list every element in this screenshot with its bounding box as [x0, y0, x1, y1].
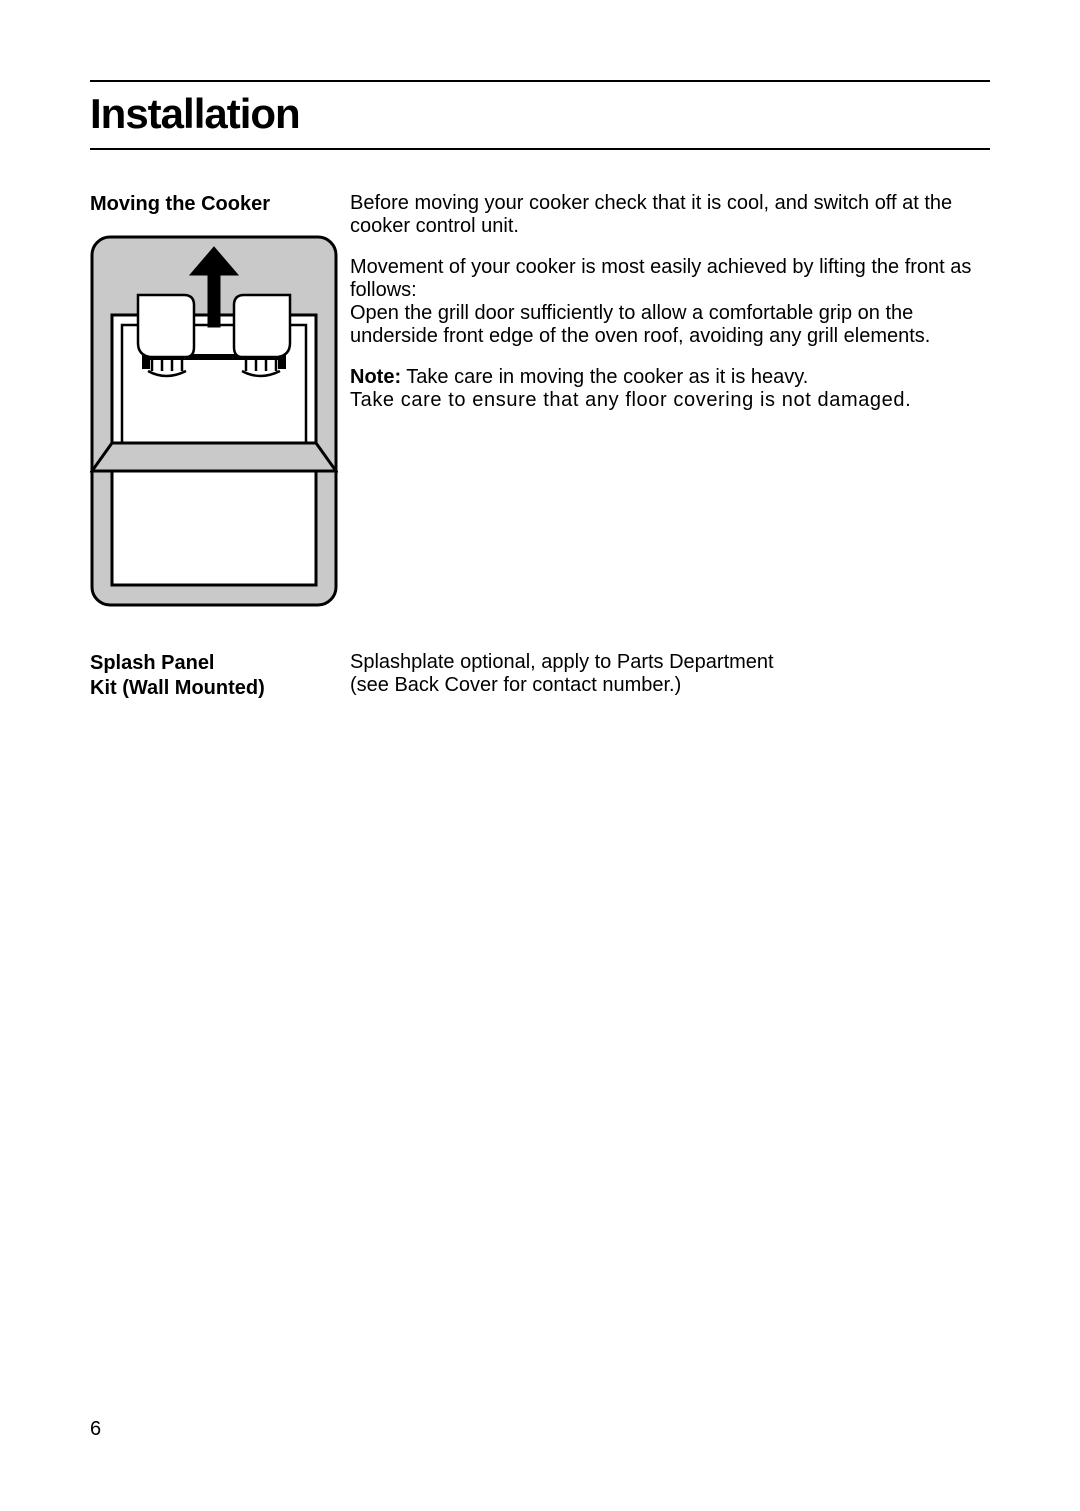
moving-p2a: Movement of your cooker is most easily a…: [350, 256, 971, 301]
splash-right-col: Splashplate optional, apply to Parts Dep…: [350, 651, 990, 697]
splash-heading-l2: Kit (Wall Mounted): [90, 677, 265, 699]
note-label: Note:: [350, 366, 401, 388]
splash-left-col: Splash Panel Kit (Wall Mounted): [90, 651, 350, 701]
splash-heading-l1: Splash Panel: [90, 652, 215, 674]
page: Installation Moving the Cooker: [0, 0, 1080, 1511]
splash-p2: (see Back Cover for contact number.): [350, 674, 990, 697]
moving-p2: Movement of your cooker is most easily a…: [350, 256, 990, 348]
section-splash: Splash Panel Kit (Wall Mounted) Splashpl…: [90, 651, 990, 701]
page-title: Installation: [90, 90, 990, 138]
moving-p3: Take care to ensure that any floor cover…: [350, 389, 911, 411]
cooker-diagram: [90, 235, 330, 607]
splash-p1: Splashplate optional, apply to Parts Dep…: [350, 651, 990, 674]
splash-heading: Splash Panel Kit (Wall Mounted): [90, 651, 330, 701]
section-moving: Moving the Cooker: [90, 192, 990, 607]
moving-left-col: Moving the Cooker: [90, 192, 350, 607]
page-number: 6: [90, 1418, 101, 1441]
moving-note: Note: Take care in moving the cooker as …: [350, 366, 990, 412]
moving-p2b: Open the grill door sufficiently to allo…: [350, 302, 930, 347]
note-text: Take care in moving the cooker as it is …: [401, 366, 808, 388]
rule-top: [90, 80, 990, 82]
moving-heading: Moving the Cooker: [90, 192, 330, 217]
cooker-diagram-svg: [90, 235, 338, 607]
moving-p1: Before moving your cooker check that it …: [350, 192, 990, 238]
rule-bottom: [90, 148, 990, 150]
moving-right-col: Before moving your cooker check that it …: [350, 192, 990, 430]
